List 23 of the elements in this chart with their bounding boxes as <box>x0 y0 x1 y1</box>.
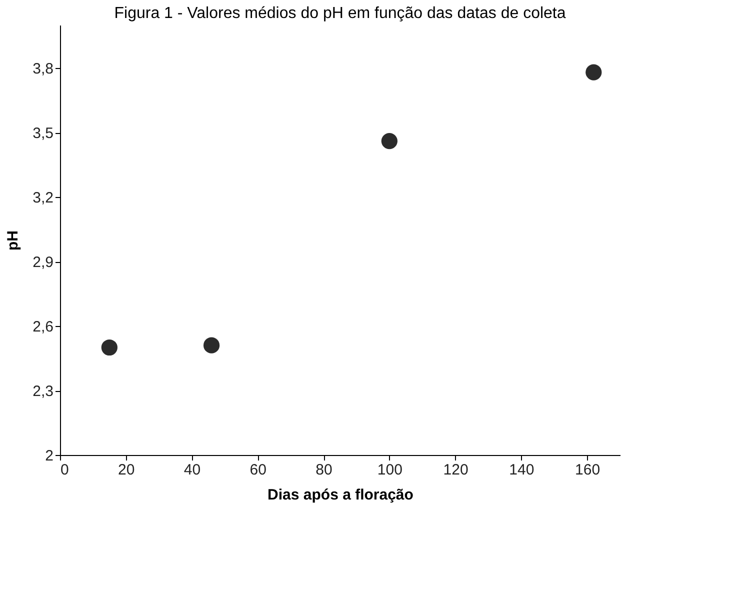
x-tick-label: 120 <box>443 462 468 478</box>
y-tick-label: 2,3 <box>32 383 54 400</box>
x-tick-label: 100 <box>377 462 402 478</box>
x-tick-label: 60 <box>250 462 266 478</box>
point <box>381 133 398 150</box>
point <box>203 337 220 354</box>
x-tick-label: 80 <box>316 462 332 478</box>
y-tick-label: 2,6 <box>32 318 54 336</box>
x-tick-label: 160 <box>575 462 600 478</box>
point <box>101 339 118 356</box>
x-tick-label: 20 <box>118 462 135 478</box>
x-tick-label: 0 <box>60 462 69 478</box>
y-tick-label: 2,9 <box>32 254 54 271</box>
y-tick-label: 2 <box>45 448 54 464</box>
y-tick-label: 3,5 <box>32 125 54 142</box>
x-tick-label: 40 <box>184 462 201 478</box>
chart-title: Figura 1 - Valores médios do pH em função das datas de coleta <box>114 5 566 22</box>
y-tick-label: 3,2 <box>32 190 54 206</box>
y-axis-title: pH <box>4 230 22 250</box>
y-tick-label: 3,8 <box>32 60 54 78</box>
x-tick-label: 140 <box>509 462 534 478</box>
point <box>586 64 602 80</box>
x-axis-title: Dias após a floração <box>268 486 414 504</box>
